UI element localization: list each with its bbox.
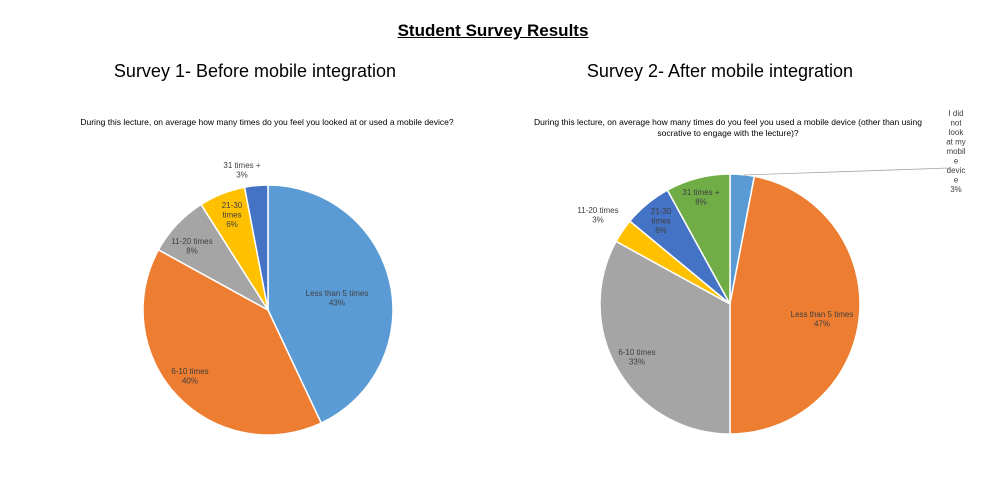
chart2-data-label: 31 times +8% [682,188,719,207]
chart2-leader-line [743,167,951,176]
chart2-slice-less-than-5-times [729,175,861,435]
chart1-data-label: 6-10 times 40% [171,367,208,386]
chart1-data-label: 31 times +3% [223,161,260,180]
chart1-data-label: 21-30 times 6% [222,201,243,229]
page-title: Student Survey Results [397,21,589,40]
chart2-title: Survey 2- After mobile integration [586,61,854,81]
chart2-data-label: Less than 5 times 47% [791,310,854,329]
chart2-slice-6-10-times [599,240,731,435]
chart1-question: During this lecture, on average how many… [80,117,454,127]
chart2-data-label: 6-10 times 33% [618,348,655,367]
chart2-slice-31-times- [666,173,731,305]
chart2-data-label: I did not look at my mobil e devic e 3% [946,109,966,194]
chart1-slice-6-10-times [142,248,323,436]
chart1-data-label: Less than 5 times 43% [306,289,369,308]
chart2-data-label: 21-30 times 6% [651,207,672,235]
chart1-slice-31-times- [243,184,269,311]
chart2-question: During this lecture, on average how many… [534,117,922,138]
chart1-slice-less-than-5-times [267,184,394,425]
chart2-data-label: 11-20 times 3% [577,206,618,225]
chart1-data-label: 11-20 times 8% [171,237,212,256]
chart1-title: Survey 1- Before mobile integration [113,61,397,81]
